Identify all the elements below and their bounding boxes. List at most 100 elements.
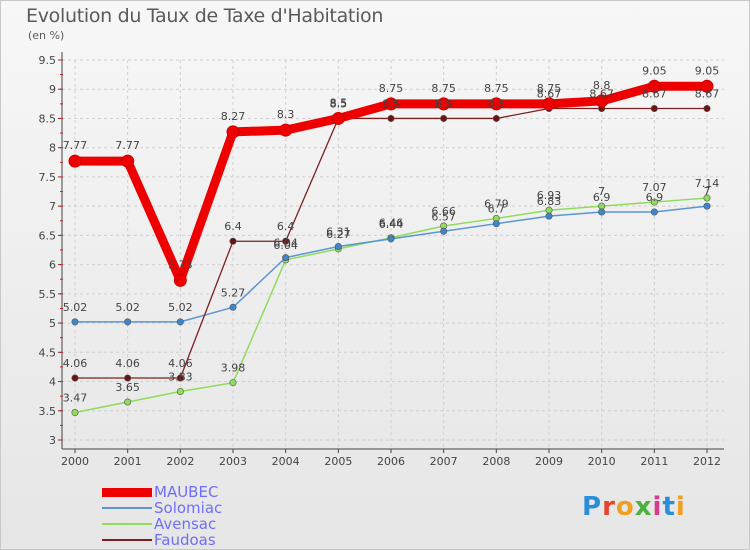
data-point-solomiac: [598, 208, 606, 216]
legend-label-solomiac: Solomiac: [154, 499, 223, 517]
data-point-faudoas: [703, 105, 711, 113]
data-point-avensac: [229, 379, 237, 387]
data-label-maubec: 9.05: [642, 64, 667, 77]
data-label-maubec: 9.05: [695, 64, 720, 77]
x-tick-label: 2001: [114, 455, 142, 468]
data-label-solomiac: 6.9: [646, 191, 664, 204]
logo-letter: t: [662, 492, 676, 522]
y-tick-label: 5.5: [39, 288, 57, 301]
data-label-solomiac: 6.44: [379, 218, 404, 231]
data-label-solomiac: 5.27: [221, 286, 246, 299]
data-point-solomiac: [229, 303, 237, 311]
logo-letter: P: [582, 492, 603, 522]
legend: MAUBEC Solomiac Avensac Faudoas: [102, 484, 222, 548]
data-point-maubec: [542, 97, 556, 111]
data-point-faudoas: [650, 105, 658, 113]
data-label-maubec: 8.8: [593, 79, 611, 92]
data-point-maubec: [700, 79, 714, 93]
data-point-maubec: [595, 94, 609, 108]
legend-item-solomiac: Solomiac: [102, 500, 222, 516]
data-label-avensac: 6.04: [273, 239, 298, 252]
x-tick-label: 2006: [377, 455, 405, 468]
data-label-faudoas: 8.5: [435, 97, 453, 110]
data-point-maubec: [121, 154, 135, 168]
data-label-avensac: 3.65: [115, 381, 140, 394]
y-tick-label: 4.5: [39, 346, 57, 359]
data-point-avensac: [176, 387, 184, 395]
x-tick-label: 2008: [482, 455, 510, 468]
data-label-solomiac: 5.02: [63, 301, 88, 314]
legend-label-faudoas: Faudoas: [154, 531, 216, 549]
logo-letter: r: [602, 492, 616, 522]
y-tick-label: 3.5: [39, 405, 57, 418]
data-label-avensac: 7.14: [695, 177, 720, 190]
legend-swatch-faudoas: [102, 539, 152, 541]
chart-title: Evolution du Taux de Taxe d'Habitation: [26, 5, 384, 27]
data-label-maubec: 5.73: [168, 258, 193, 271]
data-point-solomiac: [545, 212, 553, 220]
data-point-avensac: [124, 398, 132, 406]
y-tick-label: 6: [49, 259, 56, 272]
x-tick-label: 2000: [61, 455, 89, 468]
data-label-maubec: 8.75: [431, 82, 456, 95]
data-label-solomiac: 6.04: [273, 237, 298, 250]
x-tick-label: 2009: [535, 455, 563, 468]
data-label-avensac: 3.83: [168, 370, 193, 383]
data-label-maubec: 7.77: [63, 139, 88, 152]
legend-item-avensac: Avensac: [102, 516, 222, 532]
x-tick-label: 2005: [324, 455, 352, 468]
data-label-solomiac: 5.02: [168, 301, 193, 314]
data-label-maubec: 7.77: [115, 139, 140, 152]
data-label-maubec: 8.75: [537, 82, 562, 95]
data-label-avensac: 3.47: [63, 392, 88, 405]
x-tick-label: 2007: [430, 455, 458, 468]
data-label-faudoas: 8.67: [589, 88, 614, 101]
data-point-faudoas: [71, 374, 79, 382]
data-label-avensac: 7: [598, 185, 605, 198]
legend-item-faudoas: Faudoas: [102, 532, 222, 548]
data-label-solomiac: 6.57: [431, 210, 456, 223]
logo-letter: i: [652, 492, 663, 522]
data-point-maubec: [226, 125, 240, 139]
data-point-maubec: [647, 79, 661, 93]
x-tick-label: 2003: [219, 455, 247, 468]
y-tick-label: 7.5: [39, 171, 57, 184]
y-tick-label: 5: [49, 317, 56, 330]
y-tick-label: 9: [49, 83, 56, 96]
chart-subtitle: (en %): [28, 29, 65, 42]
logo-letter: o: [615, 492, 635, 522]
logo-letter: x: [634, 492, 653, 522]
y-tick-label: 3: [49, 434, 56, 447]
legend-label-maubec: MAUBEC: [154, 483, 219, 501]
data-point-faudoas: [440, 114, 448, 122]
y-tick-label: 8.5: [39, 112, 57, 125]
data-point-solomiac: [703, 202, 711, 210]
y-tick-label: 7: [49, 200, 56, 213]
y-tick-label: 4: [49, 376, 56, 389]
data-label-faudoas: 8.5: [330, 97, 348, 110]
proxiti-logo: Proxiti: [582, 492, 686, 522]
x-tick-label: 2010: [588, 455, 616, 468]
data-label-maubec: 8.75: [379, 82, 404, 95]
data-label-faudoas: 4.06: [168, 357, 193, 370]
data-label-avensac: 7.07: [642, 181, 667, 194]
data-label-solomiac: 6.31: [326, 225, 351, 238]
legend-swatch-maubec: [102, 487, 152, 497]
legend-label-avensac: Avensac: [154, 515, 217, 533]
x-tick-label: 2004: [272, 455, 300, 468]
data-label-faudoas: 8.67: [537, 88, 562, 101]
data-point-avensac: [703, 194, 711, 202]
data-point-solomiac: [124, 318, 132, 326]
data-point-solomiac: [282, 254, 290, 262]
legend-swatch-solomiac: [102, 507, 152, 509]
data-point-faudoas: [282, 237, 290, 245]
data-point-faudoas: [176, 374, 184, 382]
data-label-solomiac: 6.9: [593, 191, 611, 204]
data-label-faudoas: 8.5: [488, 97, 506, 110]
data-label-solomiac: 6.83: [537, 195, 562, 208]
data-label-maubec: 8.75: [484, 82, 509, 95]
data-point-avensac: [650, 198, 658, 206]
data-label-faudoas: 4.06: [115, 357, 140, 370]
data-point-faudoas: [229, 237, 237, 245]
data-label-solomiac: 6.7: [488, 203, 506, 216]
